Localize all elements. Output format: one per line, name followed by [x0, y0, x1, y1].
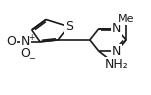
- Text: S: S: [65, 20, 73, 33]
- Text: N: N: [112, 22, 121, 35]
- Text: O: O: [21, 47, 31, 60]
- Text: N: N: [112, 45, 121, 58]
- Text: O: O: [6, 35, 16, 48]
- Text: NH₂: NH₂: [104, 58, 128, 71]
- Text: Me: Me: [118, 14, 134, 25]
- Text: +: +: [28, 33, 34, 42]
- Text: −: −: [28, 54, 35, 63]
- Text: N: N: [21, 35, 30, 48]
